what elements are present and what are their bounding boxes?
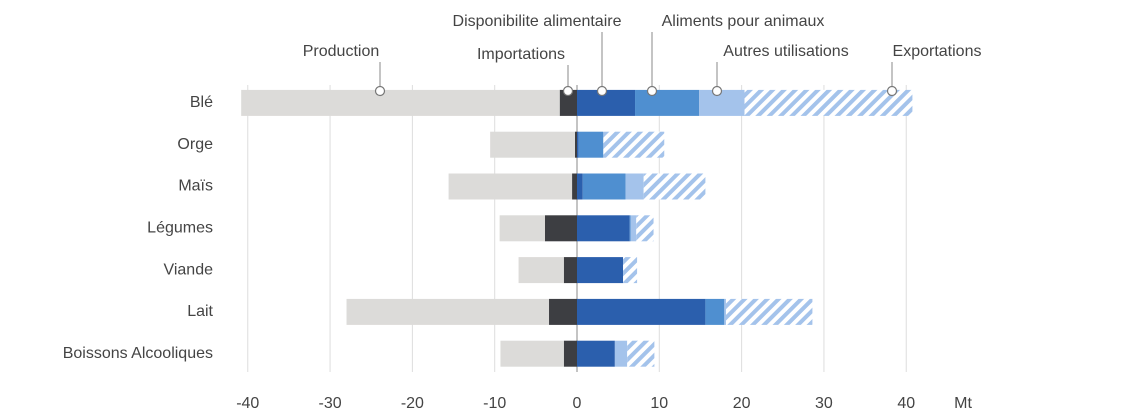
leader-dot: [374, 85, 386, 97]
bar-segment: [699, 89, 745, 116]
bar-segment: [544, 215, 577, 242]
leader-dot: [562, 85, 574, 97]
category-label: Blé: [190, 94, 213, 111]
bar-segment: [346, 298, 550, 325]
bar-segment: [603, 131, 665, 158]
bar-segment: [725, 298, 813, 325]
x-tick-label: -20: [401, 395, 424, 412]
bar-segment: [635, 89, 700, 116]
bar-segment: [577, 131, 579, 158]
bar-segment: [623, 257, 638, 284]
bar-segment: [577, 215, 630, 242]
category-label: Maïs: [178, 178, 213, 195]
series-label: Importations: [477, 46, 565, 63]
bar-segment: [577, 257, 624, 284]
bar-segment: [577, 298, 706, 325]
category-label: Légumes: [147, 220, 213, 237]
series-label: Production: [303, 43, 380, 60]
bar-segment: [241, 89, 560, 116]
category-label: Boissons Alcooliques: [63, 345, 213, 362]
bar-segment: [582, 173, 626, 200]
bar-segment: [629, 215, 631, 242]
bar-segment: [572, 173, 577, 200]
bar-segment: [636, 215, 654, 242]
category-label: Orge: [177, 136, 213, 153]
bar-segment: [614, 340, 628, 367]
bar-segment: [490, 131, 575, 158]
x-tick-label: -30: [319, 395, 342, 412]
bar-segment: [563, 257, 577, 284]
bar-segment: [724, 298, 726, 325]
x-tick-label: -10: [483, 395, 506, 412]
bar-segment: [577, 173, 583, 200]
category-label: Viande: [163, 261, 213, 278]
leader-dot: [711, 85, 723, 97]
x-tick-label: -40: [236, 395, 259, 412]
series-label: Aliments pour animaux: [662, 13, 825, 30]
x-axis-label: Mt: [954, 395, 972, 412]
leader-dot: [596, 85, 608, 97]
leader-dot: [886, 85, 898, 97]
x-tick-label: 10: [650, 395, 668, 412]
bar-segment: [627, 340, 655, 367]
series-label: Autres utilisations: [723, 43, 848, 60]
category-label: Lait: [187, 303, 213, 320]
bar-segment: [577, 340, 615, 367]
bar-segment: [577, 89, 636, 116]
bar-segment: [574, 131, 577, 158]
bar-segment: [549, 298, 577, 325]
bar-segment: [744, 89, 913, 116]
bar-segment: [705, 298, 725, 325]
series-label: Exportations: [893, 43, 982, 60]
x-tick-label: 20: [733, 395, 751, 412]
bar-segment: [518, 257, 564, 284]
bar-segment: [578, 131, 604, 158]
x-tick-label: 40: [897, 395, 915, 412]
leader-dot: [646, 85, 658, 97]
bar-segment: [559, 89, 577, 116]
x-tick-label: 30: [815, 395, 833, 412]
x-tick-label: 0: [573, 395, 582, 412]
bar-segment: [643, 173, 706, 200]
bar-segment: [448, 173, 573, 200]
series-label: Disponibilite alimentaire: [453, 13, 622, 30]
bar-segment: [625, 173, 644, 200]
bar-segment: [563, 340, 577, 367]
bar-segment: [630, 215, 637, 242]
bar-segment: [499, 215, 545, 242]
bar-segment: [500, 340, 564, 367]
